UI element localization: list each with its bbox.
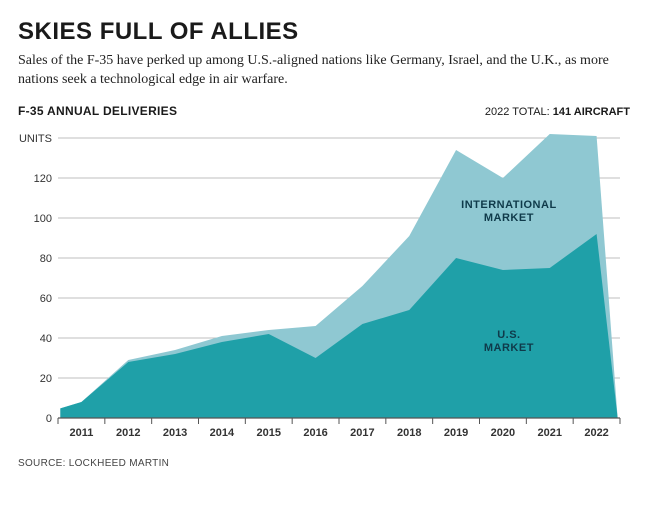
svg-text:20: 20 (40, 373, 52, 385)
headline: SKIES FULL OF ALLIES (18, 18, 632, 46)
svg-text:40: 40 (40, 333, 52, 345)
svg-text:0: 0 (46, 413, 52, 425)
x-tick-label: 2019 (444, 427, 468, 439)
svg-text:120: 120 (34, 173, 52, 185)
source-attribution: SOURCE: LOCKHEED MARTIN (18, 458, 632, 469)
series-label-us: U.S. (497, 329, 520, 341)
series-label-us: MARKET (484, 342, 534, 354)
total-annotation-prefix: 2022 TOTAL: (485, 106, 553, 118)
x-tick-label: 2016 (303, 427, 327, 439)
chart-container: 0 20 40 60 80 100 120 140 UNITS 2011 2012 2013 2014… (18, 120, 630, 450)
x-tick-label: 2022 (584, 427, 608, 439)
x-tick-label: 2013 (163, 427, 187, 439)
svg-text:60: 60 (40, 293, 52, 305)
x-tick-label: 2018 (397, 427, 421, 439)
total-annotation-value: 141 AIRCRAFT (553, 106, 630, 118)
x-tick-label: 2014 (210, 427, 235, 439)
svg-text:100: 100 (34, 213, 52, 225)
x-tick-label: 2017 (350, 427, 374, 439)
total-annotation: 2022 TOTAL: 141 AIRCRAFT (485, 106, 630, 118)
subhead: Sales of the F-35 have perked up among U… (18, 52, 618, 90)
stacked-area-chart: 0 20 40 60 80 100 120 140 UNITS 2011 2012 2013 2014… (18, 120, 630, 450)
series-label-international: MARKET (484, 212, 534, 224)
svg-text:80: 80 (40, 253, 52, 265)
x-tick-label: 2012 (116, 427, 140, 439)
x-tick-label: 2015 (257, 427, 281, 439)
x-tick-label: 2011 (69, 427, 93, 439)
series-label-international: INTERNATIONAL (461, 199, 557, 211)
svg-text:140 UNITS: 140 UNITS (18, 133, 52, 145)
x-tick-label: 2020 (491, 427, 515, 439)
x-tick-label: 2021 (538, 427, 562, 439)
